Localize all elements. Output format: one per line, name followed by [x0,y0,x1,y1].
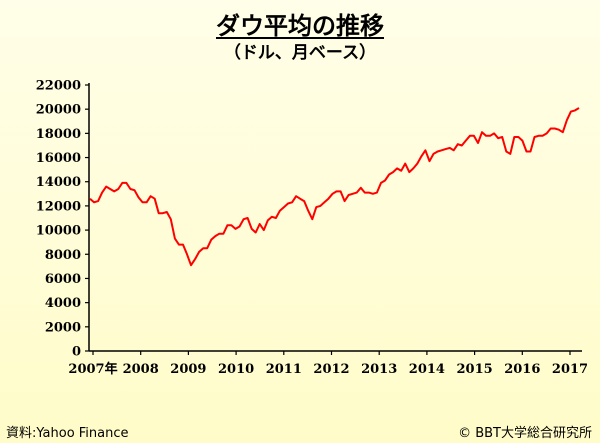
y-axis: 0 2000 4000 6000 8000 10000 12000 14000 16000 180… [36,79,90,360]
y-tick-label: 18000 [36,127,81,142]
y-tick-label: 20000 [36,103,81,118]
y-tick-label: 16000 [36,151,81,166]
series-group [89,107,580,267]
x-tick-label: 2015 [457,362,493,377]
x-tick-label: 2009 [170,362,206,377]
x-axis: 2007年 2008 2009 2010 2011 2012 2013 2014 2015 201… [68,350,588,377]
y-tick-label: 0 [72,345,81,360]
y-tick-label: 22000 [36,79,81,94]
x-tick-label: 2017 [552,362,588,377]
y-tick-label: 6000 [45,272,81,287]
page-subtitle: （ドル、月ベース） [223,43,377,63]
y-tick-label: 8000 [45,248,81,263]
y-tick-label: 10000 [36,224,81,239]
x-tick-label: 2013 [361,362,397,377]
source-note: 資料:Yahoo Finance [6,426,129,441]
x-tick-label: 2007年 [68,361,117,377]
y-tick-label: 14000 [36,175,81,190]
x-tick-label: 2014 [409,362,445,377]
y-tick-label: 12000 [36,199,81,214]
y-tick-label: 4000 [45,296,81,311]
copyright-credit: © BBT大学総合研究所 [458,426,592,441]
x-tick-label: 2011 [266,362,302,377]
x-tick-label: 2010 [218,362,254,377]
x-tick-label: 2012 [313,362,349,377]
x-tick-label: 2016 [504,362,540,377]
page-title: ダウ平均の推移 [216,12,384,40]
series-line-dow [89,107,580,267]
x-tick-label: 2008 [123,362,159,377]
y-tick-label: 2000 [45,320,81,335]
